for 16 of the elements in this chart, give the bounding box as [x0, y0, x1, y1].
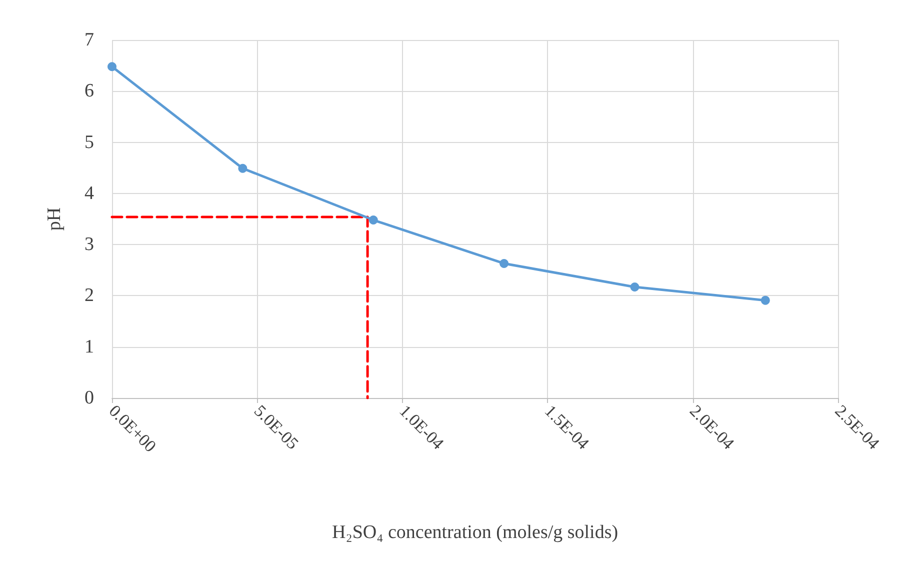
y-tick-label: 4: [84, 182, 94, 204]
y-tick-label: 3: [84, 234, 94, 256]
y-tick-label: 0: [84, 388, 94, 408]
point: [760, 296, 770, 305]
y-tick-label: 5: [84, 132, 94, 153]
y-tick-label: 1: [84, 336, 94, 358]
point: [368, 216, 378, 225]
x-axis-title: H₂SO₄ concentration (moles/g solids): [332, 522, 618, 543]
y-tick-label: 7: [84, 30, 94, 50]
point: [108, 62, 116, 72]
y-tick-label: 6: [84, 80, 94, 102]
y-axis-title: pH: [44, 207, 65, 231]
y-tick-label: 2: [84, 285, 94, 306]
point: [630, 282, 640, 292]
point: [500, 258, 509, 268]
point: [238, 164, 248, 173]
